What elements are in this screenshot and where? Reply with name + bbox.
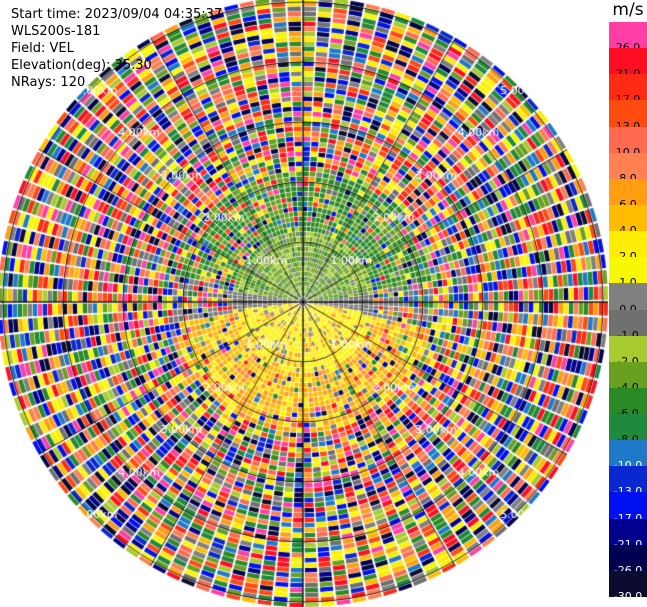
colorbar-segment [609, 544, 647, 572]
elevation-text: Elevation(deg): 35.30 [11, 58, 152, 73]
colorbar-tick-label: 8.0 [609, 173, 647, 184]
colorbar-tick-label: -6.0 [609, 408, 647, 419]
colorbar-tick-label: 10.0 [609, 147, 647, 158]
colorbar-tick-label: 2.0 [609, 251, 647, 262]
instrument-name-text: WLS200s-181 [11, 24, 101, 39]
colorbar-segment [609, 335, 647, 363]
colorbar-segment [609, 74, 647, 101]
colorbar-tick-label: -17.0 [609, 513, 647, 524]
colorbar-segment [609, 48, 647, 75]
colorbar: 26.0 21.0 17.0 13.0 10.0 8.0 6.0 4.0 2.0 1.0 0.0 -1… [609, 22, 647, 602]
colorbar-segment [609, 414, 647, 441]
colorbar-tick-label: 6.0 [609, 199, 647, 210]
colorbar-tick-label: 1.0 [609, 277, 647, 288]
colorbar-segment [609, 152, 647, 180]
colorbar-tick-label: -13.0 [609, 486, 647, 497]
colorbar-segment [609, 22, 647, 49]
colorbar-tick-label: 0.0 [609, 304, 647, 315]
field-text: Field: VEL [11, 41, 74, 56]
colorbar-tick-label: 13.0 [609, 121, 647, 132]
colorbar-unit: m/s [612, 0, 644, 20]
scan-info-panel: Start time: 2023/09/04 04:35:37 WLS200s-… [11, 6, 222, 91]
colorbar-tick-label: 4.0 [609, 225, 647, 236]
colorbar-segment [609, 126, 647, 154]
colorbar-segment [609, 231, 647, 258]
colorbar-tick-label: -2.0 [609, 356, 647, 367]
colorbar-tick-label: -30.0 [613, 590, 643, 603]
colorbar-segment [609, 257, 647, 284]
colorbar-segment [609, 570, 647, 598]
colorbar-segment [609, 440, 647, 467]
colorbar-segment [609, 283, 647, 310]
colorbar-segment [609, 518, 647, 546]
start-time-text: Start time: 2023/09/04 04:35:37 [11, 7, 223, 22]
colorbar-segment [609, 361, 647, 389]
colorbar-segment [609, 100, 647, 128]
colorbar-segment [609, 178, 647, 206]
colorbar-tick-label: 21.0 [609, 68, 647, 79]
colorbar-segment [609, 204, 647, 232]
colorbar-tick-label: -21.0 [609, 539, 647, 550]
colorbar-tick-label: 17.0 [609, 94, 647, 105]
colorbar-segment [609, 387, 647, 415]
colorbar-segment [609, 492, 647, 520]
colorbar-segment [609, 309, 647, 337]
colorbar-segment [609, 466, 647, 493]
colorbar-tick-label: -26.0 [609, 565, 647, 576]
colorbar-tick-label: 26.0 [609, 42, 647, 53]
colorbar-tick-label: -4.0 [609, 382, 647, 393]
colorbar-tick-label: -8.0 [609, 434, 647, 445]
nrays-text: NRays: 120 [11, 75, 86, 90]
colorbar-tick-label: -10.0 [609, 460, 647, 471]
colorbar-tick-label: -1.0 [609, 330, 647, 341]
